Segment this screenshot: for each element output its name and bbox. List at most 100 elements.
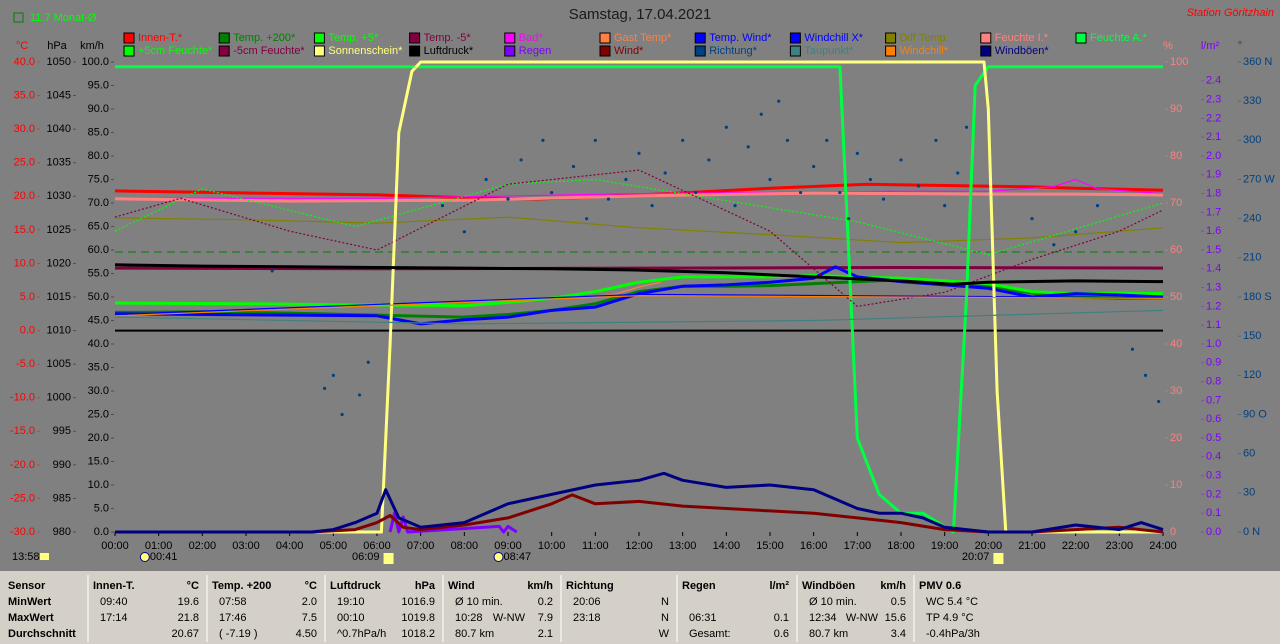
y-tick-label: 2.0	[1206, 150, 1221, 162]
data-point	[323, 386, 327, 390]
cell-right: 0.2	[538, 596, 553, 608]
data-point	[899, 158, 903, 162]
series-line	[114, 274, 1164, 308]
cell-right: N	[661, 612, 669, 624]
y-tick-label: 2.3	[1206, 94, 1221, 106]
y-tick-label: 1.4	[1206, 263, 1221, 275]
y-tick-label: 980	[53, 526, 71, 538]
x-tick-label: 06:00	[363, 540, 391, 552]
y-tick-label: 40	[1170, 338, 1182, 350]
axis-unit: l/m²	[1201, 40, 1220, 52]
data-point	[838, 190, 842, 195]
axis-unit: km/h	[80, 40, 104, 52]
y-tick-label: 80	[1170, 150, 1182, 162]
y-tick-label: 0.8	[1206, 376, 1221, 388]
y-tick-label: 1.2	[1206, 300, 1221, 312]
legend-label: Diff Temp.	[900, 32, 949, 44]
legend-swatch	[885, 45, 897, 57]
moon-label: 00:41	[150, 551, 178, 563]
y-tick-label: 2.4	[1206, 75, 1221, 87]
cell-right: 15.6	[885, 612, 906, 624]
x-tick-label: 00:00	[101, 540, 129, 552]
series-line	[114, 265, 1164, 326]
series-line	[115, 60, 1163, 534]
y-tick-label: 40.0	[14, 56, 35, 68]
section-unit: hPa	[415, 580, 436, 592]
y-tick-label: 65.0	[88, 220, 109, 232]
series-line	[114, 295, 1164, 317]
series-line	[114, 266, 1164, 271]
y-tick-label: 0.0	[1206, 526, 1221, 538]
cell-left: TP 4.9 °C	[926, 612, 974, 624]
legend-label: Windchill X*	[804, 32, 863, 44]
section-name: Wind	[448, 580, 475, 592]
y-tick-label: 210	[1243, 252, 1261, 264]
row-label: Durchschnitt	[8, 628, 76, 640]
y-tick-label: -5.0	[16, 358, 35, 370]
x-tick-label: 17:00	[844, 540, 872, 552]
y-tick-label: 40.0	[88, 338, 109, 350]
y-tick-label: 1.0	[1206, 338, 1221, 350]
legend-label: Regen	[519, 45, 551, 57]
cell-left: 06:31	[689, 612, 717, 624]
row-label: MaxWert	[8, 612, 54, 624]
data-point	[1030, 217, 1034, 221]
y-tick-label: 2.2	[1206, 112, 1221, 124]
cell-right: 1019.8	[401, 612, 435, 624]
y-tick-label: 1035	[47, 157, 71, 169]
y-tick-label: 20.0	[14, 190, 35, 202]
x-tick-label: 21:00	[1018, 540, 1046, 552]
legend-swatch	[885, 32, 897, 44]
cell-right: 0.1	[774, 612, 789, 624]
cell-left: 80.7 km	[455, 628, 494, 640]
x-tick-label: 15:00	[756, 540, 784, 552]
series-line	[114, 191, 1164, 203]
cell-left: 23:18	[573, 612, 601, 624]
data-point	[964, 125, 969, 129]
y-tick-label: 1015	[47, 291, 71, 303]
moon-label: 08:47	[504, 551, 532, 563]
y-tick-label: 330	[1243, 95, 1261, 107]
x-tick-label: 07:00	[407, 540, 435, 552]
x-tick-label: 12:00	[625, 540, 653, 552]
data-point	[956, 171, 960, 175]
cell-right: 4.50	[296, 628, 317, 640]
y-tick-label: 10.0	[88, 479, 109, 491]
y-tick-label: 0 N	[1243, 526, 1260, 538]
cell-right: 0.5	[891, 596, 906, 608]
y-tick-label: 60	[1170, 244, 1182, 256]
legend-label: Sonnenschein*	[328, 45, 403, 57]
y-tick-label: 80.0	[88, 150, 109, 162]
y-tick-label: 60	[1243, 448, 1255, 460]
y-tick-label: 1.8	[1206, 188, 1221, 200]
moon-icon	[139, 552, 150, 562]
y-tick-label: 0.2	[1206, 488, 1221, 500]
section-unit: °C	[305, 580, 317, 592]
series-line	[114, 278, 1164, 319]
cell-right: 2.0	[302, 596, 317, 608]
legend-label: Wind*	[614, 45, 644, 57]
y-tick-label: 100	[1170, 56, 1188, 68]
data-point	[519, 158, 523, 162]
legend-swatch	[504, 45, 516, 57]
cell-left: 00:10	[337, 612, 365, 624]
legend-swatch	[599, 32, 611, 44]
legend-label: Feuchte A.*	[1090, 32, 1148, 44]
legend-label: Temp. +5*	[328, 32, 379, 44]
cell-left: 12:34	[809, 612, 837, 624]
cell-left: -0.4hPa/3h	[926, 628, 980, 640]
data-point	[606, 197, 611, 201]
x-tick-label: 18:00	[887, 540, 915, 552]
data-point	[650, 204, 654, 208]
cell-left: 17:14	[100, 612, 128, 624]
cell-left: Ø 10 min.	[809, 596, 857, 608]
y-tick-label: 1020	[47, 257, 71, 269]
row-label: MinWert	[8, 596, 52, 608]
moon-icon	[493, 552, 504, 562]
cell-left: 09:40	[100, 596, 128, 608]
cell-left: ^0.7hPa/h	[337, 628, 386, 640]
y-tick-label: 0.5	[1206, 432, 1221, 444]
y-tick-label: -25.0	[10, 492, 35, 504]
cell-right: 19.6	[178, 596, 199, 608]
